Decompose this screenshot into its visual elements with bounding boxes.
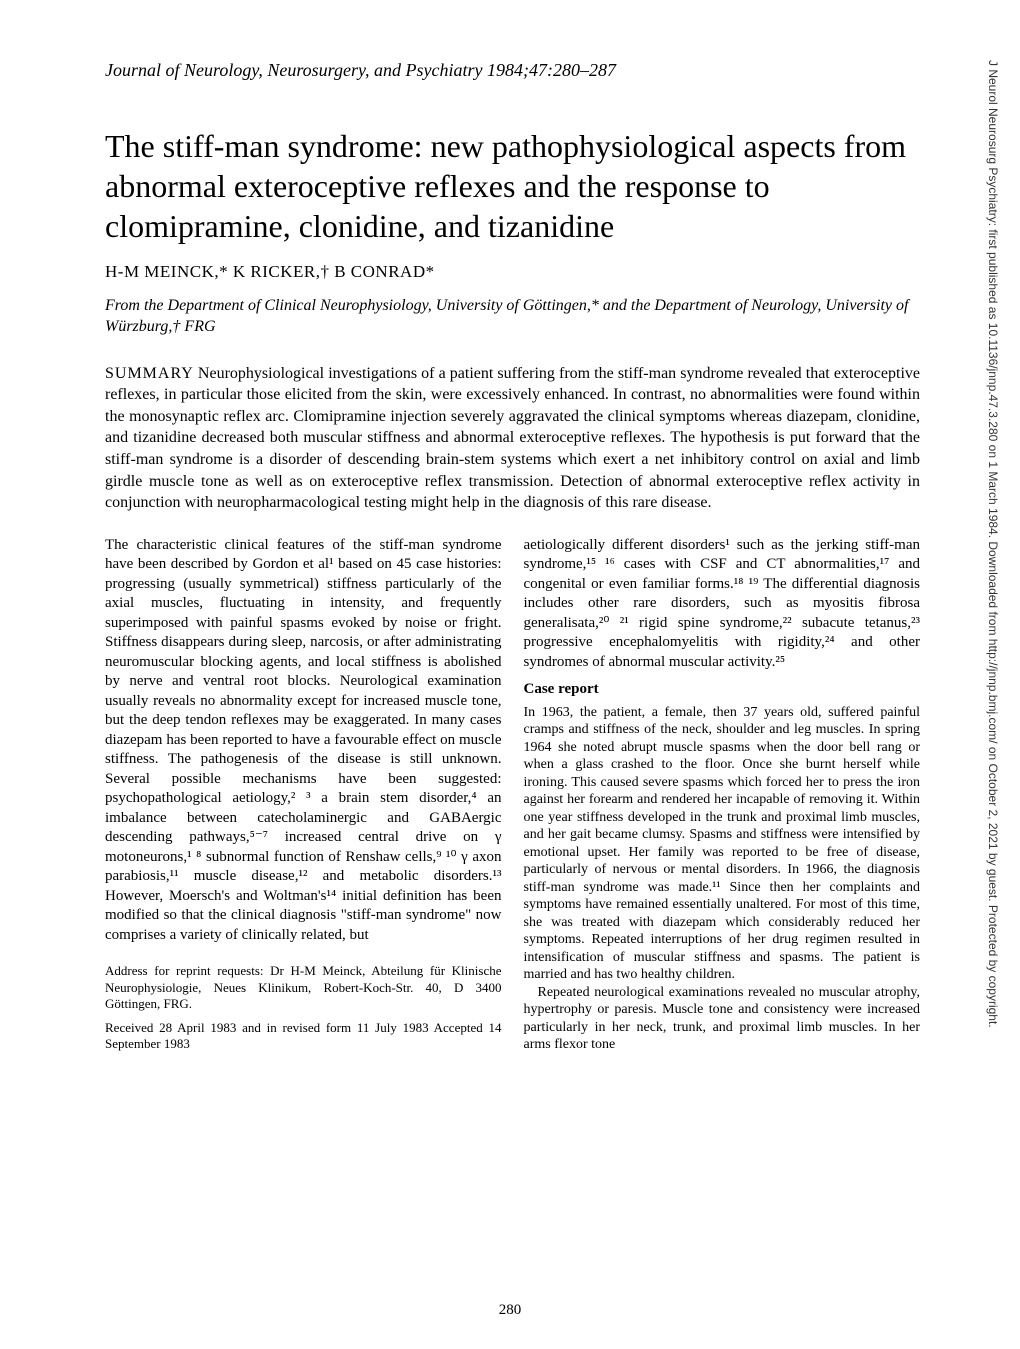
case-report-heading: Case report <box>524 680 921 700</box>
case-report-p1: In 1963, the patient, a female, then 37 … <box>524 704 921 984</box>
sidebar-citation: J Neurol Neurosurg Psychiatry: first pub… <box>986 60 1000 1028</box>
authors: H-M MEINCK,* K RICKER,† B CONRAD* <box>105 262 920 282</box>
summary-text: Neurophysiological investigations of a p… <box>105 365 920 512</box>
intro-paragraph: The characteristic clinical features of … <box>105 536 502 946</box>
article-title: The stiff-man syndrome: new pathophysiol… <box>105 126 920 246</box>
intro-paragraph-cont: aetiologically different disorders¹ such… <box>524 536 921 673</box>
reprint-address: Address for reprint requests: Dr H-M Mei… <box>105 963 502 1012</box>
left-column: The characteristic clinical features of … <box>105 536 502 1061</box>
received-dates: Received 28 April 1983 and in revised fo… <box>105 1020 502 1053</box>
journal-header: Journal of Neurology, Neurosurgery, and … <box>105 60 920 81</box>
body-columns: The characteristic clinical features of … <box>105 536 920 1061</box>
page-number: 280 <box>499 1302 522 1319</box>
right-column: aetiologically different disorders¹ such… <box>524 536 921 1061</box>
case-report-p2: Repeated neurological examinations revea… <box>524 984 921 1054</box>
summary-label: SUMMARY <box>105 365 194 382</box>
summary: SUMMARY Neurophysiological investigation… <box>105 363 920 514</box>
footer-block: Address for reprint requests: Dr H-M Mei… <box>105 963 502 1052</box>
affiliation: From the Department of Clinical Neurophy… <box>105 296 920 338</box>
